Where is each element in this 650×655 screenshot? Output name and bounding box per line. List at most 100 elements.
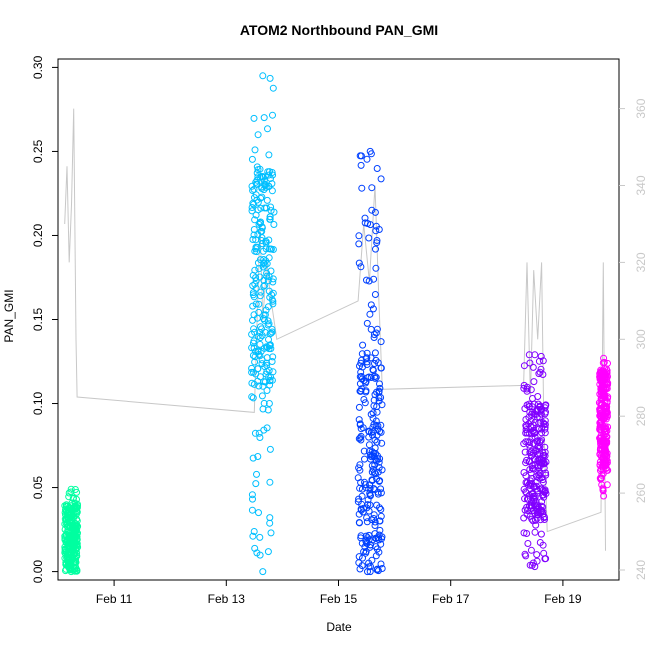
secondary-series-line [64,108,606,551]
data-point [372,227,380,235]
data-point [260,282,268,290]
data-point [376,526,384,534]
data-point [520,514,528,522]
data-point [366,481,373,489]
data-point [524,507,531,514]
data-point [535,370,543,378]
data-point [541,425,549,433]
data-point [67,568,75,576]
data-point [370,515,378,522]
data-point [377,506,385,513]
data-point [252,277,260,285]
data-point [255,220,263,228]
data-point [355,435,363,443]
data-point [533,551,541,559]
data-point [262,245,270,253]
data-point [363,514,371,522]
data-point [530,378,538,386]
data-point [369,305,377,313]
data-point [249,454,257,462]
data-point [261,363,269,371]
data-point [542,490,550,497]
data-point [373,325,381,333]
data-point [534,462,542,470]
data-point [365,427,373,435]
data-point [253,470,260,478]
data-point [67,532,75,540]
data-point [372,356,380,364]
data-point [537,419,545,427]
data-point [68,554,76,561]
data-point [601,452,609,459]
data-point [252,300,260,308]
data-point [264,321,272,329]
data-point [529,363,537,371]
data-point [266,341,274,349]
data-point [248,155,256,163]
data-point [252,191,260,199]
data-point [373,545,381,553]
data-point [604,466,612,474]
data-point [249,302,257,310]
data-point [373,408,381,416]
data-point [359,508,367,516]
data-point [539,357,547,365]
data-point [360,504,368,512]
data-point [263,272,271,280]
data-point [61,502,69,510]
data-point [524,540,532,547]
data-point [264,548,272,556]
data-point [527,546,535,554]
data-point [71,519,79,527]
data-point [530,492,538,500]
data-point [267,245,275,253]
x-tick-label: Feb 13 [208,592,246,606]
data-point [596,390,604,398]
data-point [520,381,528,389]
data-point [534,406,542,413]
y-tick-label: 0.25 [31,139,45,163]
data-point [254,453,262,460]
data-point [600,386,608,394]
data-point [266,445,274,453]
data-point [535,357,543,365]
data-point [378,565,386,572]
data-point [256,352,264,360]
data-point [356,387,364,395]
data-point [532,482,540,490]
data-point [361,214,369,222]
data-point [373,237,381,244]
data-point [363,518,371,526]
data-point [370,402,378,410]
data-point [259,173,267,181]
data-point [527,422,535,430]
data-point [256,273,264,281]
data-point [375,397,383,405]
data-point [541,429,549,437]
data-point [250,231,258,239]
data-point [602,424,610,432]
data-point [598,440,606,448]
data-point [256,340,264,348]
data-point [363,349,371,357]
data-point [538,498,546,506]
data-point [356,466,364,474]
data-point [269,84,277,92]
data-point [369,423,377,431]
data-point [520,469,528,476]
data-point [537,502,545,510]
data-point [65,489,73,497]
data-point [257,288,265,296]
data-point [367,301,375,309]
data-point [355,510,363,518]
data-point [254,131,262,139]
data-point [520,362,528,370]
data-point [368,452,376,459]
x-tick-label: Feb 17 [432,592,470,606]
data-point [360,396,368,403]
data-point [369,414,377,422]
data-point [249,236,257,243]
data-point [269,297,277,305]
data-point [264,277,272,285]
data-point [249,352,257,359]
